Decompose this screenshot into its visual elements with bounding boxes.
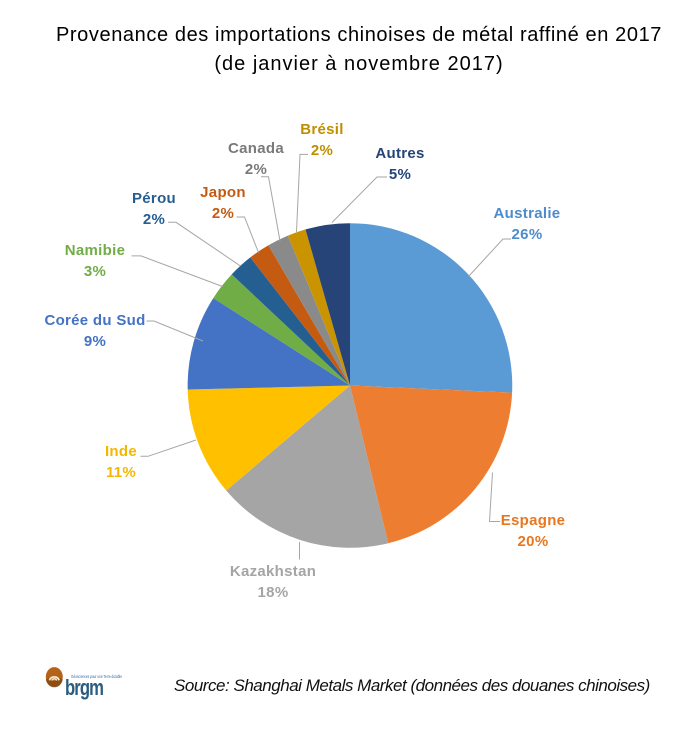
svg-text:brgm: brgm xyxy=(65,675,103,700)
svg-text:Géosciences pour une Terre dur: Géosciences pour une Terre durable xyxy=(71,674,122,679)
